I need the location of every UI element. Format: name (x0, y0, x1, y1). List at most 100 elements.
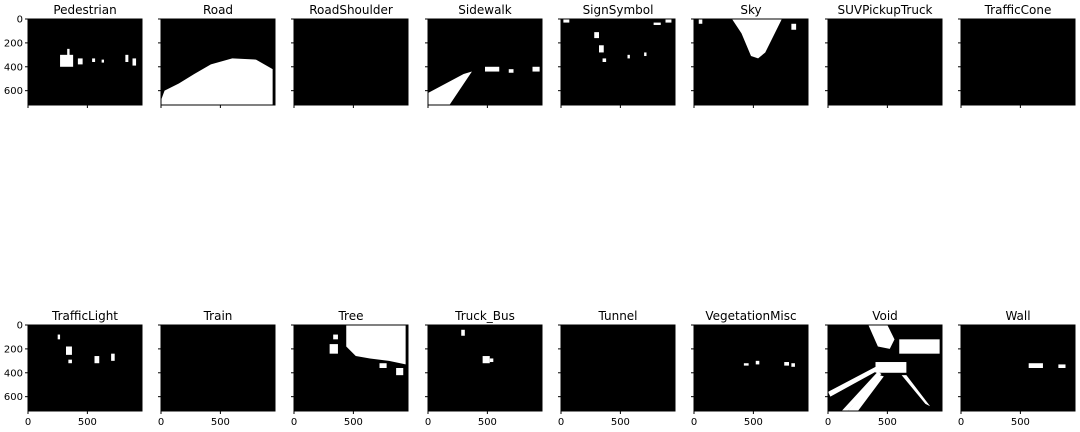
mask-region (732, 19, 782, 59)
panel-title: SignSymbol (583, 3, 654, 17)
mask-region (532, 66, 540, 72)
mask-region (161, 58, 273, 105)
panel-void: Void 0 500 (825, 309, 943, 428)
mask-region (111, 353, 115, 361)
mask-region-group (1028, 363, 1066, 368)
mask-region (563, 19, 570, 23)
panel-title: RoadShoulder (309, 3, 393, 17)
mask-region (644, 52, 647, 57)
mask-background (694, 325, 808, 411)
mask-background (961, 19, 1075, 105)
mask-region (428, 71, 472, 105)
panel-tree: Tree 0 500 (291, 309, 409, 428)
y-tick-label: 200 (4, 38, 23, 49)
mask-region (627, 54, 630, 59)
mask-region (132, 58, 137, 66)
x-tick-label: 0 (825, 417, 831, 428)
x-tick-label: 0 (558, 417, 564, 428)
axes-frame (293, 18, 409, 106)
mask-region (791, 23, 797, 30)
axes-frame (827, 18, 943, 106)
mask-region (602, 58, 607, 62)
panel-title: Pedestrian (53, 3, 116, 17)
mask-region (599, 45, 604, 53)
mask-region (841, 371, 882, 411)
x-tick-label: 0 (25, 417, 31, 428)
panel-title: Tree (337, 309, 363, 323)
mask-region (77, 58, 83, 65)
x-tick-label: 0 (291, 417, 297, 428)
mask-region (68, 359, 72, 364)
panel-title: Road (203, 3, 233, 17)
y-tick-label: 600 (4, 86, 23, 97)
mask-background (961, 325, 1075, 411)
panel-pedestrian: Pedestrian 0 200 400 600 (4, 3, 143, 108)
mask-background (294, 19, 408, 105)
panel-train: Train 0 500 (158, 309, 276, 428)
panel-vegetationmisc: VegetationMisc 0 500 (691, 309, 809, 428)
mask-region-group (563, 19, 672, 62)
axes-frame (293, 324, 409, 412)
mask-region (901, 375, 931, 407)
mask-region (60, 54, 74, 67)
panel-title: Void (872, 309, 898, 323)
axes-frame (160, 324, 276, 412)
x-tick-label: 500 (344, 417, 363, 428)
mask-region (92, 58, 96, 62)
panel-title: Tunnel (597, 309, 637, 323)
mask-region-group (60, 48, 137, 67)
x-tick-label: 500 (744, 417, 763, 428)
panel-title: SUVPickupTruck (838, 3, 933, 17)
x-tick-label: 500 (478, 417, 497, 428)
y-tick-label: 400 (4, 62, 23, 73)
mask-region-group (428, 66, 540, 105)
mask-region (1028, 363, 1043, 368)
mask-background (561, 325, 675, 411)
mask-region (57, 334, 61, 340)
panel-tunnel: Tunnel 0 500 (558, 309, 676, 428)
mask-region (94, 356, 100, 364)
panel-title: Train (203, 309, 233, 323)
mask-background (161, 325, 275, 411)
mask-region-group (57, 334, 115, 364)
x-tick-label: 0 (158, 417, 164, 428)
mask-region (875, 362, 907, 373)
axes-frame (560, 18, 676, 106)
panel-title: VegetationMisc (705, 309, 796, 323)
mask-region (482, 356, 490, 364)
mask-region (125, 54, 129, 62)
mask-background (28, 19, 142, 105)
mask-background (828, 19, 942, 105)
mask-region (485, 66, 500, 72)
panel-suvpickuptruck: SUVPickupTruck (825, 3, 943, 108)
mask-region (784, 362, 789, 366)
mask-background (561, 19, 675, 105)
panel-sidewalk: Sidewalk (425, 3, 543, 108)
y-tick-label: 0 (17, 321, 23, 332)
mask-region (508, 69, 514, 73)
axes-frame (160, 18, 276, 106)
mask-region (461, 329, 465, 336)
mask-region (665, 19, 672, 23)
mask-region (1058, 364, 1066, 368)
panel-title: Sidewalk (458, 3, 511, 17)
x-tick-label: 0 (425, 417, 431, 428)
mask-region (847, 375, 884, 411)
panel-title: TrafficCone (984, 3, 1052, 17)
x-tick-label: 500 (78, 417, 97, 428)
mask-region-group (161, 58, 273, 105)
mask-region (828, 365, 881, 397)
x-tick-label: 0 (958, 417, 964, 428)
axes-frame (27, 18, 143, 106)
axes-frame (427, 324, 543, 412)
panel-truck-bus: Truck_Bus 0 500 (425, 309, 543, 428)
mask-background (28, 325, 142, 411)
mask-region (755, 360, 760, 365)
axes-frame (960, 324, 1076, 412)
mask-region (66, 346, 72, 355)
mask-region (743, 363, 749, 366)
panel-trafficcone: TrafficCone (958, 3, 1076, 108)
x-tick-label: 500 (1011, 417, 1030, 428)
panel-trafficlight: TrafficLight 0 200 400 600 0 500 (4, 309, 143, 428)
panel-road: Road (158, 3, 276, 108)
